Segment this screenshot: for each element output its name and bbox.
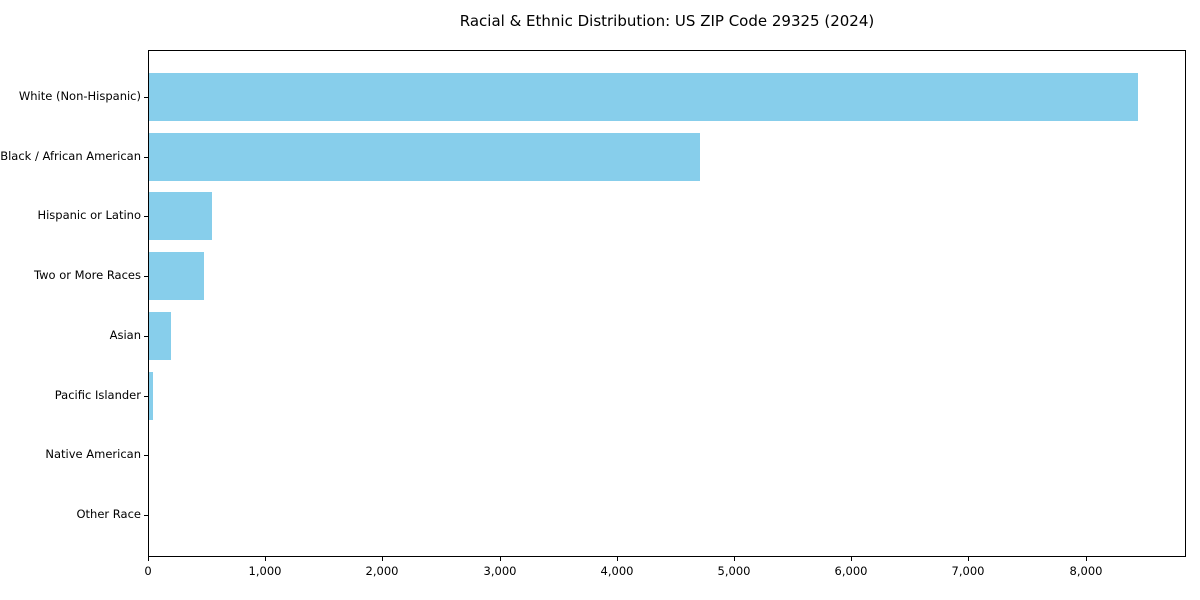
x-tick-mark-1000: [265, 557, 266, 561]
x-tick-mark-4000: [617, 557, 618, 561]
x-tick-label-5000: 5,000: [717, 564, 751, 578]
bar-hispanic-or-latino: [149, 192, 212, 240]
bar-two-or-more-races: [149, 252, 204, 300]
x-tick-label-8000: 8,000: [1069, 564, 1103, 578]
y-tick-label-other-race: Other Race: [76, 507, 142, 521]
y-tick-label-asian: Asian: [109, 328, 141, 342]
y-tick-label-white-non-hispanic: White (Non-Hispanic): [18, 89, 141, 103]
bar-white-non-hispanic: [149, 73, 1138, 121]
x-tick-label-4000: 4,000: [600, 564, 634, 578]
bar-pacific-islander: [149, 372, 153, 420]
bar-black-african-american: [149, 133, 700, 181]
y-tick-label-black-african-american: Black / African American: [0, 149, 141, 163]
x-tick-label-3000: 3,000: [483, 564, 517, 578]
y-tick-label-native-american: Native American: [45, 447, 141, 461]
y-tick-mark-other-race: [144, 515, 148, 516]
y-tick-label-two-or-more-races: Two or More Races: [34, 268, 141, 282]
x-tick-mark-2000: [382, 557, 383, 561]
x-tick-label-2000: 2,000: [365, 564, 399, 578]
x-tick-mark-0: [148, 557, 149, 561]
y-tick-label-pacific-islander: Pacific Islander: [54, 388, 141, 402]
y-tick-mark-pacific-islander: [144, 396, 148, 397]
x-tick-label-1000: 1,000: [248, 564, 282, 578]
x-tick-mark-5000: [734, 557, 735, 561]
x-tick-label-7000: 7,000: [951, 564, 985, 578]
y-tick-label-hispanic-or-latino: Hispanic or Latino: [37, 208, 141, 222]
chart-title: Racial & Ethnic Distribution: US ZIP Cod…: [459, 12, 875, 30]
y-tick-mark-white-non-hispanic: [144, 97, 148, 98]
x-tick-label-6000: 6,000: [834, 564, 868, 578]
y-tick-mark-black-african-american: [144, 157, 148, 158]
x-tick-mark-7000: [968, 557, 969, 561]
y-tick-mark-native-american: [144, 455, 148, 456]
plot-area: [148, 50, 1186, 557]
x-tick-mark-6000: [851, 557, 852, 561]
x-tick-mark-8000: [1086, 557, 1087, 561]
x-tick-mark-3000: [500, 557, 501, 561]
y-tick-mark-asian: [144, 336, 148, 337]
y-tick-mark-hispanic-or-latino: [144, 216, 148, 217]
bar-asian: [149, 312, 171, 360]
x-tick-label-0: 0: [144, 564, 152, 578]
y-tick-mark-two-or-more-races: [144, 276, 148, 277]
